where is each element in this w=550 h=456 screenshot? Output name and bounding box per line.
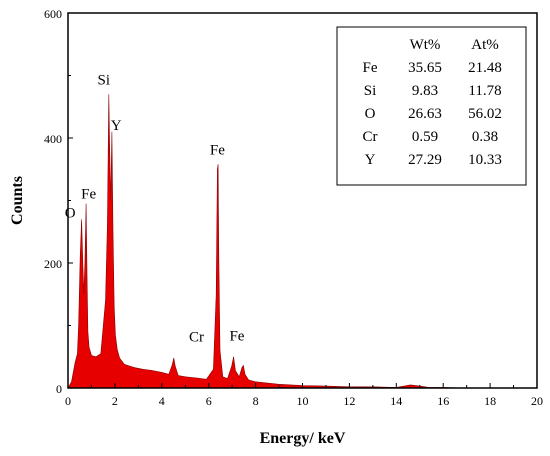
table-cell: 21.48: [468, 60, 502, 76]
y-axis: 0 200 400 600: [44, 7, 73, 396]
peak-label: Fe: [81, 187, 96, 203]
peak-labels: O Fe Si Y Fe Cr Fe: [65, 72, 245, 345]
y-tick-label: 200: [44, 257, 62, 271]
table-cell: Cr: [363, 129, 378, 145]
table-cell: Y: [365, 152, 376, 168]
composition-table: Wt% At% Fe 35.65 21.48 Si 9.83 11.78 O 26.63 56.02…: [336, 26, 527, 186]
x-tick-label: 10: [297, 394, 309, 408]
table-cell: 9.83: [412, 83, 438, 99]
table-cell: O: [365, 106, 376, 122]
table-header-cell: At%: [471, 37, 499, 53]
table-cell: 10.33: [468, 152, 502, 168]
x-tick-label: 12: [343, 394, 355, 408]
x-tick-label: 2: [112, 394, 118, 408]
table-cell: 56.02: [468, 106, 502, 122]
y-axis-title: Counts: [9, 176, 26, 225]
peak-label: Fe: [229, 328, 244, 344]
x-tick-label: 18: [484, 394, 496, 408]
table-cell: 0.59: [412, 129, 438, 145]
x-tick-label: 4: [159, 394, 165, 408]
table-cell: Fe: [363, 60, 378, 76]
x-axis: 0 2 4 6 8 10 12 14 16 18 20: [65, 383, 543, 408]
peak-label: Y: [111, 118, 122, 134]
table-cell: 26.63: [408, 106, 442, 122]
y-tick-label: 600: [44, 7, 62, 21]
y-tick-label: 0: [56, 382, 62, 396]
x-tick-label: 20: [531, 394, 543, 408]
x-tick-label: 16: [437, 394, 449, 408]
table-cell: 27.29: [408, 152, 442, 168]
x-tick-label: 8: [253, 394, 259, 408]
y-tick-label: 400: [44, 132, 62, 146]
peak-label: Fe: [210, 142, 225, 158]
x-tick-label: 0: [65, 394, 71, 408]
table-cell: Si: [364, 83, 377, 99]
peak-label: Si: [98, 72, 111, 88]
peak-label: Cr: [189, 330, 204, 346]
table-cell: 35.65: [408, 60, 442, 76]
x-axis-title: Energy/ keV: [260, 430, 346, 447]
table-cell: 11.78: [468, 83, 501, 99]
x-tick-label: 6: [206, 394, 212, 408]
table-header-cell: Wt%: [410, 37, 441, 53]
table-frame: [336, 26, 527, 186]
peak-label: O: [65, 205, 76, 221]
table-cell: 0.38: [472, 129, 498, 145]
x-tick-label: 14: [390, 394, 402, 408]
